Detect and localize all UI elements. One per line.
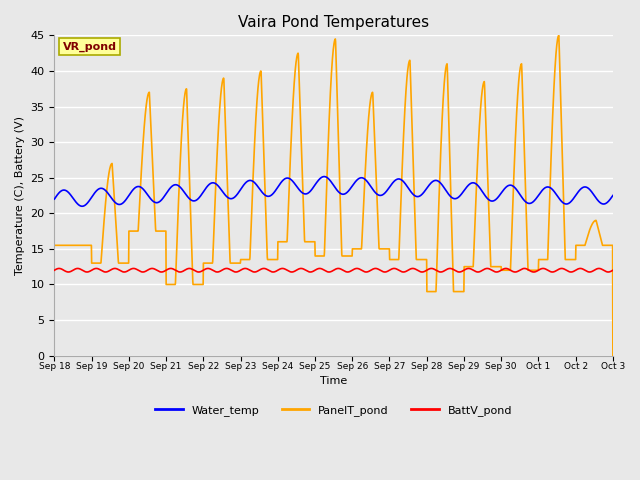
PanelT_pond — [496, 264, 504, 270]
Water_temp — [560, 201, 568, 206]
Line: Water_temp: Water_temp — [54, 177, 613, 206]
PanelT_pond — [362, 157, 370, 163]
BattV_pond — [51, 267, 58, 273]
Water_temp — [350, 180, 358, 186]
Water_temp — [207, 180, 214, 186]
Y-axis label: Temperature (C), Battery (V): Temperature (C), Battery (V) — [15, 116, 25, 275]
X-axis label: Time: Time — [320, 376, 348, 386]
BattV_pond — [350, 266, 358, 272]
BattV_pond — [560, 266, 568, 272]
PanelT_pond — [609, 353, 617, 359]
Line: PanelT_pond: PanelT_pond — [54, 36, 613, 356]
BattV_pond — [496, 268, 504, 274]
BattV_pond — [575, 265, 583, 271]
Water_temp — [575, 187, 583, 193]
BattV_pond — [609, 267, 617, 273]
PanelT_pond — [206, 260, 214, 266]
Water_temp — [78, 204, 86, 209]
BattV_pond — [362, 269, 370, 275]
BattV_pond — [207, 266, 214, 272]
PanelT_pond — [560, 204, 568, 210]
PanelT_pond — [555, 33, 563, 38]
BattV_pond — [604, 269, 612, 275]
Water_temp — [51, 196, 58, 202]
PanelT_pond — [575, 242, 583, 248]
Water_temp — [362, 178, 370, 183]
Text: VR_pond: VR_pond — [63, 42, 116, 52]
Water_temp — [609, 192, 617, 198]
Water_temp — [321, 174, 328, 180]
Legend: Water_temp, PanelT_pond, BattV_pond: Water_temp, PanelT_pond, BattV_pond — [150, 401, 516, 420]
PanelT_pond — [51, 242, 58, 248]
PanelT_pond — [350, 246, 358, 252]
Water_temp — [497, 192, 504, 197]
Line: BattV_pond: BattV_pond — [54, 268, 613, 272]
Title: Vaira Pond Temperatures: Vaira Pond Temperatures — [238, 15, 429, 30]
BattV_pond — [55, 265, 63, 271]
